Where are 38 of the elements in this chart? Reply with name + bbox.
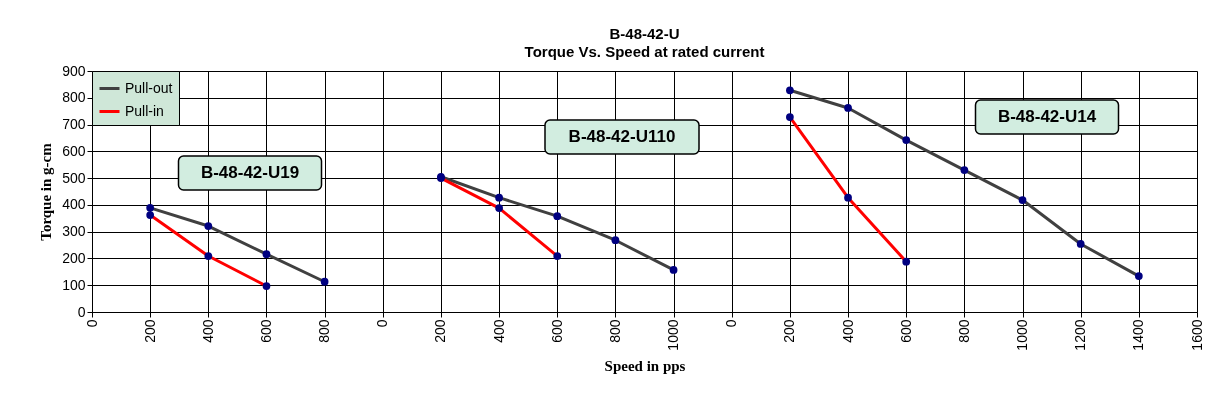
x-tick-label: 400 [839, 319, 856, 343]
legend-label: Pull-out [125, 79, 173, 96]
x-tick-label: 200 [432, 319, 449, 343]
x-tick-label: 0 [374, 319, 391, 328]
x-tick-label: 800 [606, 319, 623, 343]
annotation: B-48-42-U19 [200, 163, 300, 182]
chart-subtitle: Torque Vs. Speed at rated current [524, 43, 765, 60]
annotation: B-48-42-U14 [997, 107, 1097, 126]
x-tick-label: 600 [257, 319, 274, 343]
annotation: B-48-42-U110 [568, 127, 676, 146]
y-tick-label: 500 [62, 169, 86, 186]
y-tick-label: 700 [62, 116, 86, 133]
y-tick-label: 900 [62, 62, 86, 79]
x-axis-title: Speed in pps [604, 357, 686, 374]
x-tick-label: 800 [955, 319, 972, 343]
y-tick-label: 200 [62, 249, 86, 266]
x-tick-label: 1200 [1072, 319, 1089, 351]
y-tick-label: 100 [62, 276, 86, 293]
y-tick-label: 400 [62, 196, 86, 213]
x-tick-label: 1600 [1188, 319, 1205, 351]
x-tick-label: 800 [316, 319, 333, 343]
x-tick-label: 600 [548, 319, 565, 343]
x-tick-label: 0 [83, 319, 100, 328]
y-axis-title: Torque in g-cm [38, 142, 55, 241]
x-tick-label: 200 [141, 319, 158, 343]
y-tick-label: 800 [62, 89, 86, 106]
x-tick-label: 1400 [1130, 319, 1147, 351]
x-tick-label: 400 [490, 319, 507, 343]
legend-label: Pull-in [125, 102, 164, 119]
x-tick-label: 0 [723, 319, 740, 328]
chart-title: B-48-42-U [609, 25, 680, 42]
x-tick-label: 600 [897, 319, 914, 343]
x-tick-label: 1000 [1014, 319, 1031, 351]
x-tick-label: 400 [199, 319, 216, 343]
x-tick-label: 200 [781, 319, 798, 343]
x-tick-label: 1000 [665, 319, 682, 351]
y-tick-label: 600 [62, 142, 86, 159]
y-tick-label: 300 [62, 223, 86, 240]
